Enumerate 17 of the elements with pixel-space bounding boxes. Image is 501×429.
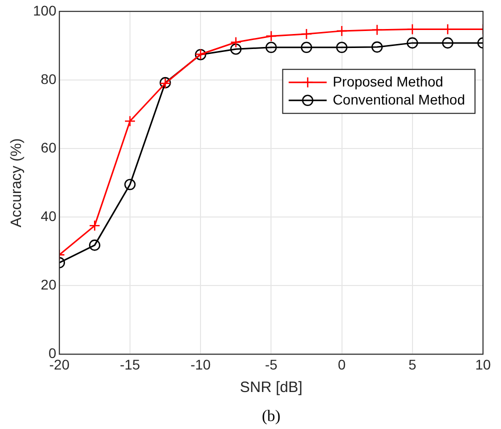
- y-tick-label: 100: [33, 2, 57, 18]
- text: (b): [262, 408, 281, 425]
- x-tick-label: -15: [120, 356, 140, 372]
- y-tick-label: 0: [48, 345, 57, 362]
- y-tick-label: 80: [40, 70, 57, 87]
- y-axis-title: Accuracy (%): [8, 138, 26, 228]
- legend-label: Proposed Method: [332, 73, 444, 90]
- x-tick-label: 10: [475, 356, 491, 372]
- y-tick-label: 60: [40, 139, 57, 156]
- x-tick-label: 5: [408, 356, 416, 372]
- legend-label: Conventional Method: [332, 91, 466, 108]
- y-tick-label: 20: [40, 276, 57, 292]
- y-tick-label: 40: [40, 208, 57, 224]
- x-tick-label: -10: [190, 356, 211, 372]
- x-tick-label: 0: [338, 356, 346, 372]
- x-axis-title: SNR [dB]: [240, 379, 302, 396]
- x-tick-label: -5: [264, 356, 278, 372]
